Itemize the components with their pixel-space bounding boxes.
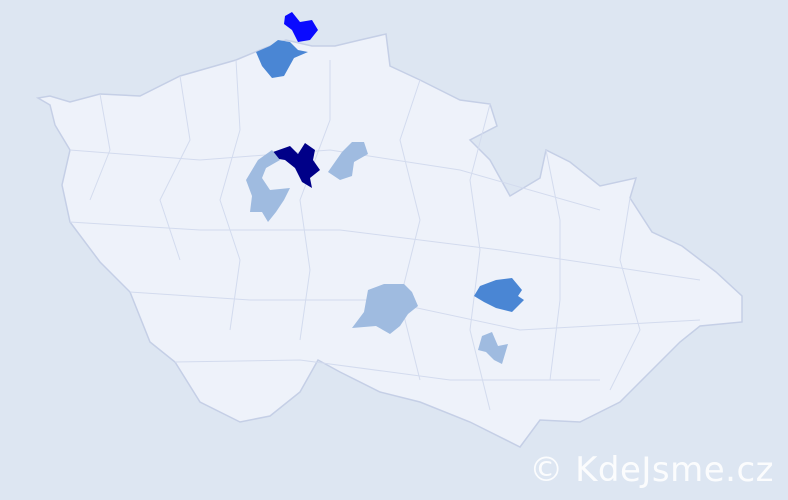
region-medium-north[interactable] xyxy=(256,40,308,78)
watermark: © KdeJsme.cz xyxy=(529,450,774,490)
region-low-southeast[interactable] xyxy=(478,332,508,364)
region-high[interactable] xyxy=(284,12,318,42)
country-outline xyxy=(35,33,743,448)
region-medium-east[interactable] xyxy=(474,278,524,312)
region-low-central[interactable] xyxy=(328,142,368,180)
region-low-south[interactable] xyxy=(352,284,418,334)
region-highest[interactable] xyxy=(273,143,320,188)
region-low-central-west[interactable] xyxy=(246,150,290,222)
